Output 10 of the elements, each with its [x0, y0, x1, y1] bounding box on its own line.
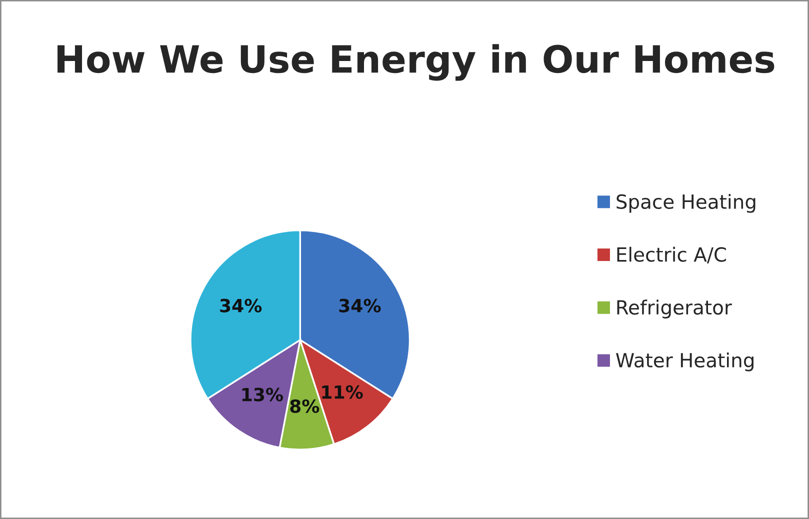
data-label: 8%	[290, 399, 320, 414]
data-label: 13%	[242, 388, 283, 402]
legend-label: Electric A/C	[617, 246, 726, 264]
data-label: 34%	[220, 298, 262, 312]
chart-title: How We Use Energy in Our Homes	[58, 44, 774, 81]
data-label: 34%	[339, 298, 381, 312]
legend-label: Refrigerator	[617, 300, 732, 318]
data-label: 11%	[322, 385, 363, 399]
legend-label: Space Heating	[616, 194, 756, 213]
legend-label: Water Heating	[616, 352, 754, 372]
